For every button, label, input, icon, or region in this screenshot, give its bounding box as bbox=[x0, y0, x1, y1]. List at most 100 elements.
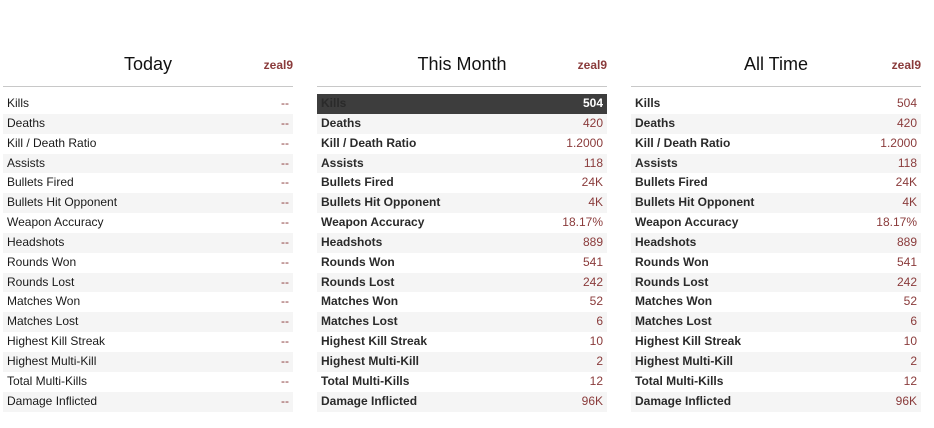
stat-row[interactable]: Bullets Fired -- bbox=[3, 173, 293, 194]
stat-row[interactable]: Deaths 420 bbox=[317, 113, 607, 134]
stat-row[interactable]: Kill / Death Ratio -- bbox=[3, 133, 293, 154]
stat-row[interactable]: Assists -- bbox=[3, 153, 293, 174]
stat-row[interactable]: Rounds Won -- bbox=[3, 252, 293, 273]
stat-value: 504 bbox=[896, 96, 917, 110]
stat-row[interactable]: Assists 118 bbox=[631, 153, 921, 174]
stat-row[interactable]: Damage Inflicted -- bbox=[3, 391, 293, 412]
stat-value: 118 bbox=[897, 155, 917, 170]
stat-row[interactable]: Highest Kill Streak 10 bbox=[317, 332, 607, 352]
panel-header: All Time zeal9 bbox=[631, 44, 921, 87]
stat-label: Deaths bbox=[635, 115, 676, 130]
stat-row[interactable]: Bullets Hit Opponent -- bbox=[3, 193, 293, 214]
stat-value: 4K bbox=[588, 195, 603, 210]
stat-value: 541 bbox=[582, 254, 603, 269]
stat-row[interactable]: Matches Lost 6 bbox=[317, 312, 607, 333]
stat-label: Rounds Won bbox=[321, 254, 395, 269]
stat-row[interactable]: Kills -- bbox=[3, 94, 293, 114]
stat-row[interactable]: Highest Multi-Kill -- bbox=[3, 351, 293, 372]
stat-row[interactable]: Bullets Hit Opponent 4K bbox=[631, 193, 921, 214]
stat-label: Highest Kill Streak bbox=[321, 334, 428, 349]
stat-value: -- bbox=[281, 215, 289, 230]
stat-value: -- bbox=[281, 274, 289, 289]
stat-value: 889 bbox=[582, 234, 603, 249]
stat-value: 18.17% bbox=[876, 215, 917, 230]
stat-row[interactable]: Headshots 889 bbox=[317, 232, 607, 253]
stat-value: 6 bbox=[596, 314, 603, 329]
stat-row[interactable]: Highest Multi-Kill 2 bbox=[631, 351, 921, 372]
stat-row[interactable]: Headshots -- bbox=[3, 232, 293, 253]
stat-label: Weapon Accuracy bbox=[7, 215, 104, 230]
stat-label: Matches Lost bbox=[635, 314, 712, 329]
stat-label: Assists bbox=[321, 155, 364, 170]
stat-row[interactable]: Matches Won 52 bbox=[317, 292, 607, 313]
stat-value: 2 bbox=[596, 353, 603, 368]
stat-value: 96K bbox=[895, 393, 917, 408]
stat-row[interactable]: Highest Kill Streak 10 bbox=[631, 332, 921, 352]
stat-value: 12 bbox=[903, 373, 917, 388]
stat-label: Damage Inflicted bbox=[321, 393, 418, 408]
panel-username[interactable]: zeal9 bbox=[263, 58, 293, 72]
stat-row[interactable]: Total Multi-Kills -- bbox=[3, 371, 293, 392]
stat-value: 24K bbox=[895, 175, 917, 190]
stat-row[interactable]: Total Multi-Kills 12 bbox=[631, 371, 921, 392]
stat-label: Kills bbox=[7, 96, 30, 110]
stat-row[interactable]: Matches Won 52 bbox=[631, 292, 921, 313]
stat-label: Rounds Lost bbox=[321, 274, 395, 289]
stat-row[interactable]: Kills 504 bbox=[631, 94, 921, 114]
stat-row[interactable]: Kills 504 bbox=[317, 94, 607, 114]
stat-row[interactable]: Rounds Lost -- bbox=[3, 272, 293, 293]
stat-row[interactable]: Kill / Death Ratio 1.2000 bbox=[631, 133, 921, 154]
stat-label: Assists bbox=[7, 155, 46, 170]
stat-value: 24K bbox=[581, 175, 603, 190]
stat-row[interactable]: Assists 118 bbox=[317, 153, 607, 174]
stat-label: Bullets Hit Opponent bbox=[635, 195, 755, 210]
stat-value: -- bbox=[281, 115, 289, 130]
stat-row[interactable]: Total Multi-Kills 12 bbox=[317, 371, 607, 392]
stat-row[interactable]: Matches Lost -- bbox=[3, 312, 293, 333]
stat-value: 889 bbox=[896, 234, 917, 249]
stat-label: Bullets Fired bbox=[635, 175, 708, 190]
stat-label: Assists bbox=[635, 155, 678, 170]
panel-username[interactable]: zeal9 bbox=[577, 58, 607, 72]
stat-label: Deaths bbox=[7, 115, 46, 130]
stat-row[interactable]: Damage Inflicted 96K bbox=[631, 391, 921, 412]
stat-row[interactable]: Weapon Accuracy 18.17% bbox=[317, 213, 607, 233]
stat-row[interactable]: Weapon Accuracy -- bbox=[3, 213, 293, 233]
stat-row[interactable]: Matches Won -- bbox=[3, 292, 293, 313]
stat-row[interactable]: Bullets Fired 24K bbox=[317, 173, 607, 194]
stat-row[interactable]: Highest Kill Streak -- bbox=[3, 332, 293, 352]
stat-value: 52 bbox=[903, 294, 917, 309]
stat-label: Headshots bbox=[635, 234, 697, 249]
stat-row[interactable]: Rounds Won 541 bbox=[631, 252, 921, 273]
stats-panel-this-month: This Month zeal9 Kills 504 Deaths 420 Kill /… bbox=[317, 44, 607, 412]
stat-value: -- bbox=[281, 195, 289, 210]
stat-row[interactable]: Deaths -- bbox=[3, 113, 293, 134]
stat-row[interactable]: Rounds Won 541 bbox=[317, 252, 607, 273]
stat-row[interactable]: Deaths 420 bbox=[631, 113, 921, 134]
panel-title: This Month bbox=[417, 54, 507, 74]
stat-label: Matches Won bbox=[635, 294, 713, 309]
panel-header: Today zeal9 bbox=[3, 44, 293, 87]
stats-panel-today: Today zeal9 Kills -- Deaths -- Kill / Death … bbox=[3, 44, 293, 412]
stat-value: 52 bbox=[589, 294, 603, 309]
stat-row[interactable]: Damage Inflicted 96K bbox=[317, 391, 607, 412]
stat-row[interactable]: Matches Lost 6 bbox=[631, 312, 921, 333]
stat-row[interactable]: Headshots 889 bbox=[631, 232, 921, 253]
panel-header: This Month zeal9 bbox=[317, 44, 607, 87]
stat-value: -- bbox=[281, 254, 289, 269]
stat-row[interactable]: Rounds Lost 242 bbox=[317, 272, 607, 293]
stat-row[interactable]: Bullets Hit Opponent 4K bbox=[317, 193, 607, 214]
stat-value: 242 bbox=[896, 274, 917, 289]
stat-row[interactable]: Rounds Lost 242 bbox=[631, 272, 921, 293]
stat-label: Highest Multi-Kill bbox=[321, 353, 419, 368]
stat-label: Total Multi-Kills bbox=[7, 373, 88, 388]
stat-value: 1.2000 bbox=[880, 135, 917, 150]
stat-row[interactable]: Kill / Death Ratio 1.2000 bbox=[317, 133, 607, 154]
stat-value: -- bbox=[281, 96, 289, 110]
stat-value: 420 bbox=[896, 115, 917, 130]
stat-label: Kill / Death Ratio bbox=[635, 135, 731, 150]
stat-row[interactable]: Weapon Accuracy 18.17% bbox=[631, 213, 921, 233]
stat-row[interactable]: Highest Multi-Kill 2 bbox=[317, 351, 607, 372]
stat-row[interactable]: Bullets Fired 24K bbox=[631, 173, 921, 194]
panel-username[interactable]: zeal9 bbox=[891, 58, 921, 72]
